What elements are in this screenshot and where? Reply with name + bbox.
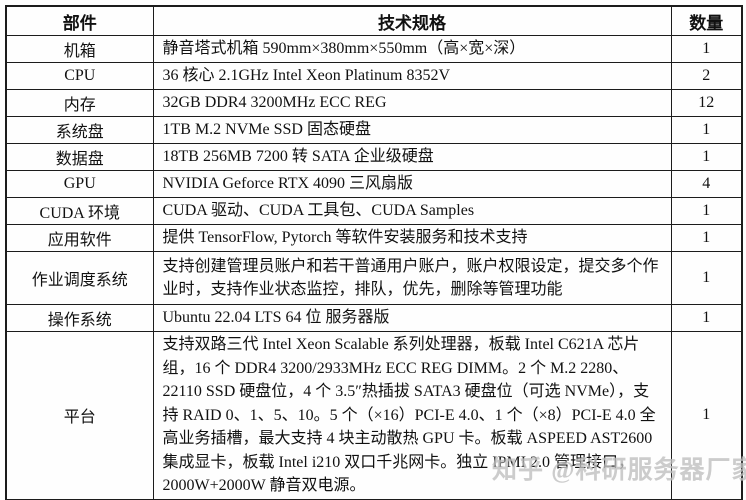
qty-cell: 4 <box>670 170 743 198</box>
qty-cell: 1 <box>670 35 743 63</box>
table-row-system-disk: 系统盘 1TB M.2 NVMe SSD 固态硬盘 1 <box>5 116 743 144</box>
table-row-platform: 平台 支持双路三代 Intel Xeon Scalable 系列处理器，板载 I… <box>5 331 743 500</box>
qty-cell: 1 <box>670 304 743 332</box>
qty-cell: 1 <box>670 116 743 144</box>
qty-cell: 1 <box>670 143 743 171</box>
table-row-data-disk: 数据盘 18TB 256MB 7200 转 SATA 企业级硬盘 1 <box>5 143 743 171</box>
table-row-software: 应用软件 提供 TensorFlow, Pytorch 等软件安装服务和技术支持… <box>5 224 743 252</box>
spec-table: 部件 技术规格 数量 机箱 静音塔式机箱 590mm×380mm×550mm（高… <box>5 5 743 500</box>
component-cell: 数据盘 <box>5 143 154 171</box>
table-row-job-scheduler: 作业调度系统 支持创建管理员账户和若干普通用户账户，账户权限设定，提交多个作业时… <box>5 251 743 305</box>
header-qty: 数量 <box>670 5 743 36</box>
qty-cell: 1 <box>670 251 743 305</box>
spec-cell: CUDA 驱动、CUDA 工具包、CUDA Samples <box>152 197 672 225</box>
spec-cell: 18TB 256MB 7200 转 SATA 企业级硬盘 <box>152 143 672 171</box>
spec-cell: Ubuntu 22.04 LTS 64 位 服务器版 <box>152 304 672 332</box>
table-row-chassis: 机箱 静音塔式机箱 590mm×380mm×550mm（高×宽×深） 1 <box>5 35 743 63</box>
component-cell: CPU <box>5 62 154 90</box>
header-row: 部件 技术规格 数量 <box>5 5 743 36</box>
qty-cell: 1 <box>670 224 743 252</box>
spec-cell: 静音塔式机箱 590mm×380mm×550mm（高×宽×深） <box>152 35 672 63</box>
component-cell: 平台 <box>5 331 154 500</box>
component-cell: GPU <box>5 170 154 198</box>
header-spec: 技术规格 <box>152 5 672 36</box>
qty-cell: 2 <box>670 62 743 90</box>
spec-cell: 36 核心 2.1GHz Intel Xeon Platinum 8352V <box>152 62 672 90</box>
spec-cell: 32GB DDR4 3200MHz ECC REG <box>152 89 672 117</box>
spec-cell: 支持双路三代 Intel Xeon Scalable 系列处理器，板载 Inte… <box>152 331 672 500</box>
component-cell: 作业调度系统 <box>5 251 154 305</box>
qty-cell: 1 <box>670 197 743 225</box>
table-row-gpu: GPU NVIDIA Geforce RTX 4090 三风扇版 4 <box>5 170 743 198</box>
component-cell: 机箱 <box>5 35 154 63</box>
spec-cell: 1TB M.2 NVMe SSD 固态硬盘 <box>152 116 672 144</box>
spec-cell: NVIDIA Geforce RTX 4090 三风扇版 <box>152 170 672 198</box>
table-row-cpu: CPU 36 核心 2.1GHz Intel Xeon Platinum 835… <box>5 62 743 90</box>
table-row-memory: 内存 32GB DDR4 3200MHz ECC REG 12 <box>5 89 743 117</box>
component-cell: CUDA 环境 <box>5 197 154 225</box>
qty-cell: 12 <box>670 89 743 117</box>
spec-cell: 提供 TensorFlow, Pytorch 等软件安装服务和技术支持 <box>152 224 672 252</box>
component-cell: 操作系统 <box>5 304 154 332</box>
qty-cell: 1 <box>670 331 743 500</box>
component-cell: 内存 <box>5 89 154 117</box>
header-component: 部件 <box>5 5 154 36</box>
table-row-os: 操作系统 Ubuntu 22.04 LTS 64 位 服务器版 1 <box>5 304 743 332</box>
spec-cell: 支持创建管理员账户和若干普通用户账户，账户权限设定，提交多个作业时，支持作业状态… <box>152 251 672 305</box>
table-row-cuda: CUDA 环境 CUDA 驱动、CUDA 工具包、CUDA Samples 1 <box>5 197 743 225</box>
component-cell: 系统盘 <box>5 116 154 144</box>
component-cell: 应用软件 <box>5 224 154 252</box>
